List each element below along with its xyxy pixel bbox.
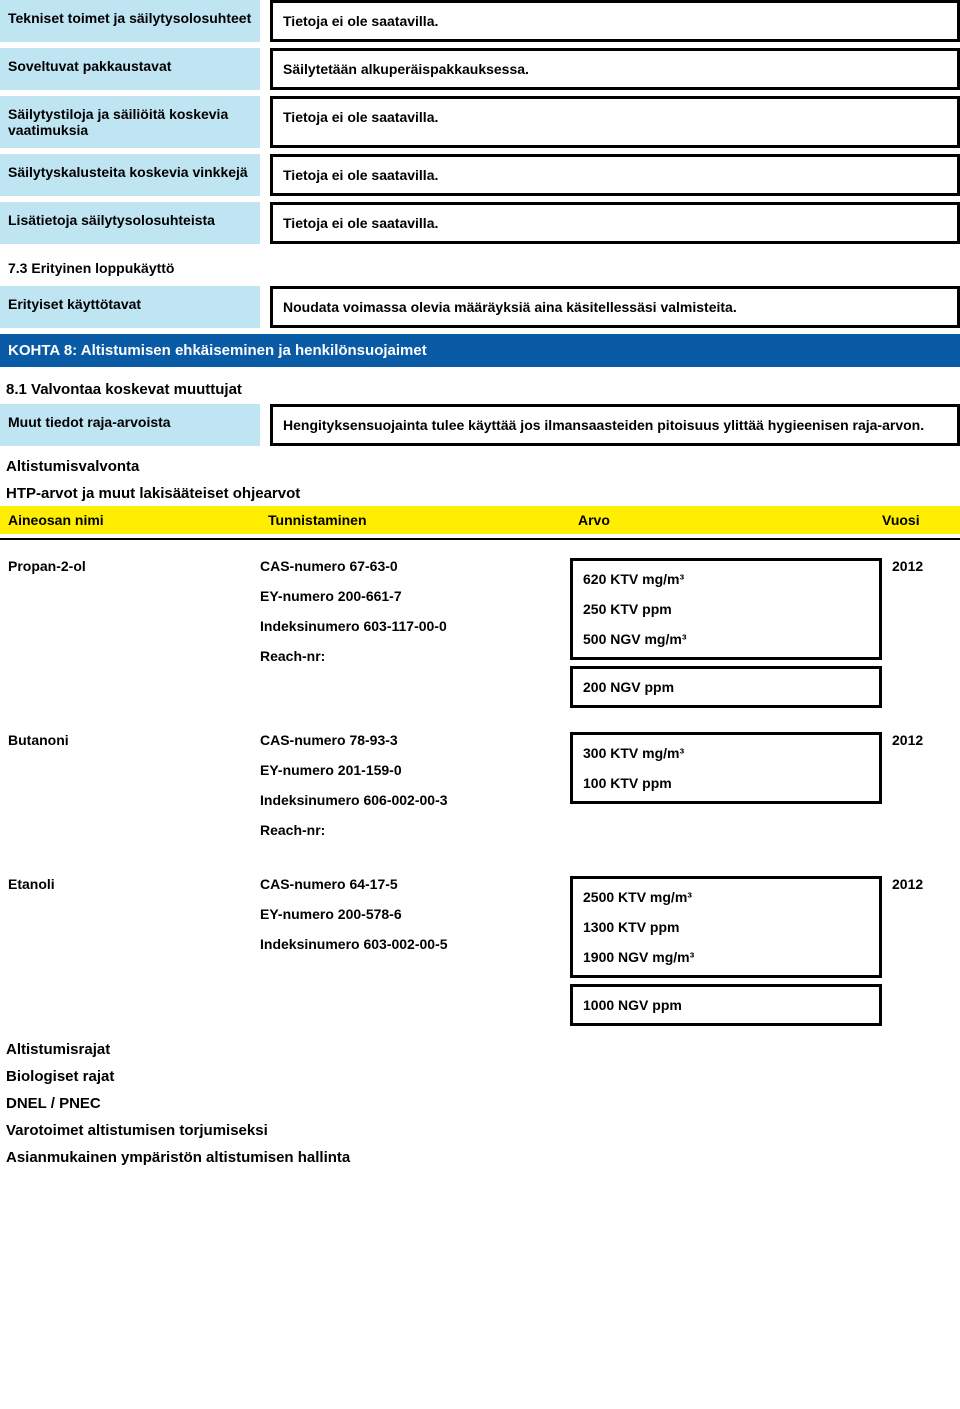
value-sailytystiloja: Tietoja ei ole saatavilla. <box>270 96 960 148</box>
ing1-v4: 200 NGV ppm <box>583 679 869 695</box>
ing1-id4: Reach-nr: <box>260 648 570 664</box>
value-kalusteita: Tietoja ei ole saatavilla. <box>270 154 960 196</box>
ing3-id3: Indeksinumero 603-002-00-5 <box>260 936 570 952</box>
ing1-name: Propan-2-ol <box>8 558 260 708</box>
ing2-ident: CAS-numero 78-93-3 EY-numero 201-159-0 I… <box>260 732 570 852</box>
ing1-v1: 620 KTV mg/m³ <box>583 571 869 587</box>
ing2-id3: Indeksinumero 606-002-00-3 <box>260 792 570 808</box>
value-erityiset: Noudata voimassa olevia määräyksiä aina … <box>270 286 960 328</box>
ing2-arvo-box: 300 KTV mg/m³ 100 KTV ppm <box>570 732 882 804</box>
label-erityiset: Erityiset käyttötavat <box>0 286 260 328</box>
ingredient-row-2: Butanoni CAS-numero 78-93-3 EY-numero 20… <box>0 718 960 862</box>
ing3-v4: 1000 NGV ppm <box>583 997 869 1013</box>
bottom-biologiset: Biologiset rajat <box>0 1063 960 1090</box>
label-lisatietoja: Lisätietoja säilytysolosuhteista <box>0 202 260 244</box>
row-kalusteita: Säilytyskalusteita koskevia vinkkejä Tie… <box>0 154 960 196</box>
ing2-id4: Reach-nr: <box>260 822 570 838</box>
ingredient-row-1: Propan-2-ol CAS-numero 67-63-0 EY-numero… <box>0 544 960 718</box>
ing1-arvo-box: 620 KTV mg/m³ 250 KTV ppm 500 NGV mg/m³ <box>570 558 882 660</box>
ing3-year: 2012 <box>892 876 952 1026</box>
ing2-arvo-wrap: 300 KTV mg/m³ 100 KTV ppm <box>570 732 892 852</box>
label-tekniset: Tekniset toimet ja säilytysolosuhteet <box>0 0 260 42</box>
value-tekniset: Tietoja ei ole saatavilla. <box>270 0 960 42</box>
row-muut: Muut tiedot raja-arvoista Hengityksensuo… <box>0 404 960 446</box>
heading-htp: HTP-arvot ja muut lakisääteiset ohjearvo… <box>0 479 960 506</box>
row-pakkaustavat: Soveltuvat pakkaustavat Säilytetään alku… <box>0 48 960 90</box>
value-pakkaustavat: Säilytetään alkuperäispakkauksessa. <box>270 48 960 90</box>
th-year: Vuosi <box>882 512 952 528</box>
section-8-header: KOHTA 8: Altistumisen ehkäiseminen ja he… <box>0 334 960 367</box>
bottom-ymparisto: Asianmukainen ympäristön altistumisen ha… <box>0 1144 960 1171</box>
ing1-arvo-wrap: 620 KTV mg/m³ 250 KTV ppm 500 NGV mg/m³ … <box>570 558 892 708</box>
ingredient-row-3: Etanoli CAS-numero 64-17-5 EY-numero 200… <box>0 862 960 1036</box>
label-muut: Muut tiedot raja-arvoista <box>0 404 260 446</box>
ing2-v1: 300 KTV mg/m³ <box>583 745 869 761</box>
ing1-id1: CAS-numero 67-63-0 <box>260 558 570 574</box>
ing3-arvo-extra: 1000 NGV ppm <box>570 984 882 1026</box>
bottom-dnel: DNEL / PNEC <box>0 1090 960 1117</box>
heading-altistumisvalvonta: Altistumisvalvonta <box>0 452 960 479</box>
ing1-id2: EY-numero 200-661-7 <box>260 588 570 604</box>
row-erityiset: Erityiset käyttötavat Noudata voimassa o… <box>0 286 960 328</box>
bottom-headings: Altistumisrajat Biologiset rajat DNEL / … <box>0 1036 960 1171</box>
ing1-ident: CAS-numero 67-63-0 EY-numero 200-661-7 I… <box>260 558 570 708</box>
ing2-id1: CAS-numero 78-93-3 <box>260 732 570 748</box>
ing3-v3: 1900 NGV mg/m³ <box>583 949 869 965</box>
ing1-id3: Indeksinumero 603-117-00-0 <box>260 618 570 634</box>
row-sailytystiloja: Säilytystiloja ja säiliöitä koskevia vaa… <box>0 96 960 148</box>
ing1-arvo-extra: 200 NGV ppm <box>570 666 882 708</box>
ing1-v3: 500 NGV mg/m³ <box>583 631 869 647</box>
ing3-name: Etanoli <box>8 876 260 1026</box>
ing1-year: 2012 <box>892 558 952 708</box>
ing3-ident: CAS-numero 64-17-5 EY-numero 200-578-6 I… <box>260 876 570 1026</box>
ing3-arvo-wrap: 2500 KTV mg/m³ 1300 KTV ppm 1900 NGV mg/… <box>570 876 892 1026</box>
label-73-erityinen: 7.3 Erityinen loppukäyttö <box>0 250 260 286</box>
bottom-varotoimet: Varotoimet altistumisen torjumiseksi <box>0 1117 960 1144</box>
ing2-name: Butanoni <box>8 732 260 852</box>
th-name: Aineosan nimi <box>8 512 268 528</box>
bottom-altistumisrajat: Altistumisrajat <box>0 1036 960 1063</box>
table-header-row: Aineosan nimi Tunnistaminen Arvo Vuosi <box>0 506 960 534</box>
ing3-arvo-box: 2500 KTV mg/m³ 1300 KTV ppm 1900 NGV mg/… <box>570 876 882 978</box>
ing2-year: 2012 <box>892 732 952 852</box>
label-kalusteita: Säilytyskalusteita koskevia vinkkejä <box>0 154 260 196</box>
ing3-v1: 2500 KTV mg/m³ <box>583 889 869 905</box>
table-divider <box>0 538 960 540</box>
ing3-v2: 1300 KTV ppm <box>583 919 869 935</box>
label-pakkaustavat: Soveltuvat pakkaustavat <box>0 48 260 90</box>
th-arvo: Arvo <box>578 512 882 528</box>
label-sailytystiloja: Säilytystiloja ja säiliöitä koskevia vaa… <box>0 96 260 148</box>
sub-81: 8.1 Valvontaa koskevat muuttujat <box>0 373 960 404</box>
row-lisatietoja: Lisätietoja säilytysolosuhteista Tietoja… <box>0 202 960 244</box>
th-ident: Tunnistaminen <box>268 512 578 528</box>
value-muut: Hengityksensuojainta tulee käyttää jos i… <box>270 404 960 446</box>
value-lisatietoja: Tietoja ei ole saatavilla. <box>270 202 960 244</box>
ing2-v2: 100 KTV ppm <box>583 775 869 791</box>
ing3-id1: CAS-numero 64-17-5 <box>260 876 570 892</box>
ing1-v2: 250 KTV ppm <box>583 601 869 617</box>
row-tekniset: Tekniset toimet ja säilytysolosuhteet Ti… <box>0 0 960 42</box>
ing2-id2: EY-numero 201-159-0 <box>260 762 570 778</box>
ing3-id2: EY-numero 200-578-6 <box>260 906 570 922</box>
